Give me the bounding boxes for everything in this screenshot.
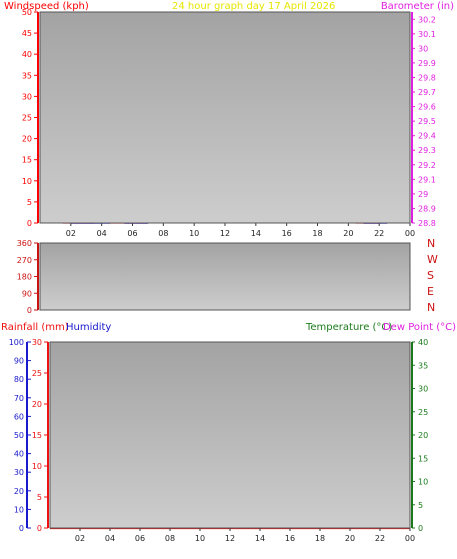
barometer-tick-label: 30.2 [418,15,436,24]
windspeed-tick-label: 20 [22,135,32,144]
compass-label: E [427,285,434,298]
windspeed-tick-label: 15 [22,156,32,165]
dewpoint-axis-title: Dew Point (°C) [383,322,456,333]
humidity-tick-label: 60 [14,412,24,421]
barometer-tick-label: 29.9 [418,59,436,68]
panel-rain-humidity-temp-plot-area [49,341,411,529]
compass-label: N [427,301,435,314]
chart_data.2-x-tick-label: 10 [195,534,205,543]
humidity-tick-label: 20 [14,487,24,496]
chart_data.2-x-tick-label: 18 [315,534,325,543]
compass-label: S [427,269,434,282]
humidity-tick-label: 40 [14,450,24,459]
windspeed-axis-title: Windspeed (kph) [4,1,89,12]
chart_data.2-x-tick-label: 00 [405,534,415,543]
rainfall-tick-label: 30 [32,338,42,347]
chart_data.0-x-tick-label: 04 [97,229,107,238]
temperature-tick-label: 5 [418,501,423,510]
rainfall-tick-label: 10 [32,462,42,471]
direction-tick-label: 270 [17,256,32,265]
humidity-tick-label: 10 [14,505,24,514]
temperature-tick-label: 20 [418,431,428,440]
chart_data.2-x-tick-label: 12 [225,534,235,543]
graph-title: 24 hour graph day 17 April 2026 [172,1,335,12]
chart_data.0-x-tick-label: 08 [158,229,168,238]
windspeed-tick-label: 40 [22,50,32,59]
chart_data.0-x-tick-label: 16 [282,229,292,238]
panel-wind-direction-plot-area [39,242,411,311]
rainfall-tick-label: 20 [32,400,42,409]
windspeed-tick-label: 0 [27,219,32,228]
humidity-tick-label: 70 [14,394,24,403]
rainfall-tick-label: 25 [32,369,42,378]
temperature-tick-label: 10 [418,478,428,487]
temperature-tick-label: 0 [418,524,423,533]
direction-tick-label: 180 [17,273,32,282]
chart_data.2-x-tick-label: 16 [285,534,295,543]
windspeed-tick-label: 50 [22,8,32,17]
windspeed-tick-label: 10 [22,177,32,186]
chart_data.0-x-tick-label: 02 [66,229,76,238]
windspeed-tick-label: 25 [22,114,32,123]
chart_data.2-x-tick-label: 22 [375,534,385,543]
temperature-tick-label: 40 [418,338,428,347]
barometer-tick-label: 28.8 [418,219,436,228]
chart_data.2-x-tick-label: 02 [75,534,85,543]
chart_data.0-x-tick-label: 12 [220,229,230,238]
barometer-tick-label: 29.6 [418,103,436,112]
rainfall-axis-title: Rainfall (mm) [1,322,69,333]
windspeed-tick-label: 35 [22,71,32,80]
chart_data.2-x-tick-label: 20 [345,534,355,543]
windspeed-tick-label: 45 [22,29,32,38]
rainfall-tick-label: 15 [32,431,42,440]
barometer-axis-title: Barometer (in) [381,1,454,12]
barometer-tick-label: 29.8 [418,73,436,82]
temperature-tick-label: 15 [418,454,428,463]
barometer-tick-label: 29.7 [418,88,436,97]
compass-label: N [427,237,435,250]
barometer-tick-label: 30.1 [418,30,436,39]
direction-tick-label: 360 [17,239,32,248]
barometer-tick-label: 29.5 [418,117,436,126]
temperature-tick-label: 35 [418,361,428,370]
chart_data.2-x-tick-label: 08 [165,534,175,543]
humidity-tick-label: 90 [14,357,24,366]
panel-wind-baro-plot-area [39,11,411,224]
rainfall-tick-label: 5 [37,493,42,502]
barometer-tick-label: 29.2 [418,161,436,170]
chart_data.0-x-tick-label: 06 [127,229,137,238]
humidity-axis-title: Humidity [66,322,111,333]
barometer-tick-label: 29 [418,190,428,199]
humidity-tick-label: 80 [14,375,24,384]
barometer-tick-label: 30 [418,44,428,53]
chart_data.2-x-tick-label: 06 [135,534,145,543]
windspeed-tick-label: 5 [27,198,32,207]
temperature-tick-label: 30 [418,385,428,394]
rainfall-tick-label: 0 [37,524,42,533]
temperature-tick-label: 25 [418,408,428,417]
chart_data.2-x-tick-label: 14 [255,534,265,543]
chart_data.2-x-tick-label: 04 [105,534,115,543]
barometer-tick-label: 29.3 [418,146,436,155]
chart_data.0-x-tick-label: 14 [251,229,261,238]
chart_data.0-x-tick-label: 00 [405,229,415,238]
chart_data.0-x-tick-label: 10 [189,229,199,238]
chart_data.0-x-tick-label: 20 [343,229,353,238]
temperature-axis-title: Temperature (°C) [305,322,392,333]
humidity-tick-label: 100 [9,338,24,347]
chart_data.0-x-tick-label: 18 [312,229,322,238]
direction-tick-label: 0 [27,306,32,315]
barometer-tick-label: 29.1 [418,175,436,184]
humidity-tick-label: 50 [14,431,24,440]
chart_data.0-x-tick-label: 22 [374,229,384,238]
barometer-tick-label: 29.4 [418,132,436,141]
barometer-tick-label: 28.9 [418,204,436,213]
windspeed-tick-label: 30 [22,92,32,101]
humidity-tick-label: 30 [14,468,24,477]
compass-label: W [427,253,438,266]
direction-tick-label: 90 [22,289,32,298]
humidity-tick-label: 0 [19,524,24,533]
